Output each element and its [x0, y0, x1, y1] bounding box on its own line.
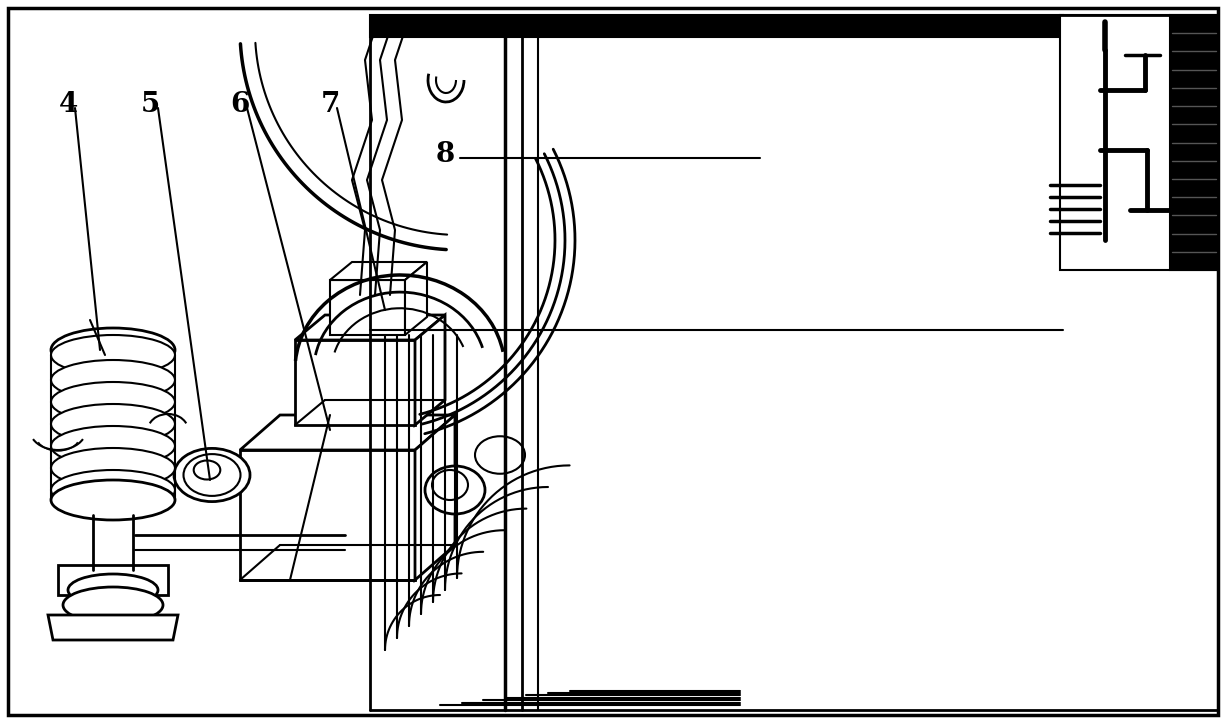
Polygon shape [240, 450, 414, 580]
Polygon shape [240, 415, 455, 450]
Ellipse shape [51, 335, 175, 375]
Text: 5: 5 [140, 92, 159, 119]
Text: 7: 7 [320, 92, 340, 119]
Ellipse shape [51, 426, 175, 466]
Ellipse shape [51, 480, 175, 520]
Ellipse shape [425, 466, 485, 514]
Ellipse shape [51, 404, 175, 444]
Ellipse shape [184, 454, 240, 496]
Ellipse shape [51, 448, 175, 488]
Text: 6: 6 [230, 92, 250, 119]
Bar [1060, 15, 1217, 270]
Polygon shape [414, 315, 445, 425]
Polygon shape [295, 315, 445, 340]
Ellipse shape [474, 436, 525, 474]
Polygon shape [48, 615, 178, 640]
Ellipse shape [67, 574, 158, 606]
Ellipse shape [51, 360, 175, 400]
Ellipse shape [432, 470, 468, 500]
Polygon shape [330, 280, 405, 335]
Ellipse shape [194, 461, 221, 479]
Ellipse shape [174, 448, 250, 502]
Ellipse shape [51, 470, 175, 510]
Polygon shape [414, 415, 455, 580]
Polygon shape [330, 262, 427, 280]
Text: 4: 4 [59, 92, 77, 119]
Ellipse shape [51, 328, 175, 372]
Ellipse shape [63, 587, 163, 623]
Polygon shape [405, 262, 427, 335]
Text: 8: 8 [435, 142, 455, 168]
Polygon shape [295, 340, 414, 425]
Polygon shape [370, 15, 1063, 37]
Polygon shape [1170, 15, 1217, 270]
Ellipse shape [51, 382, 175, 422]
Polygon shape [58, 565, 168, 595]
